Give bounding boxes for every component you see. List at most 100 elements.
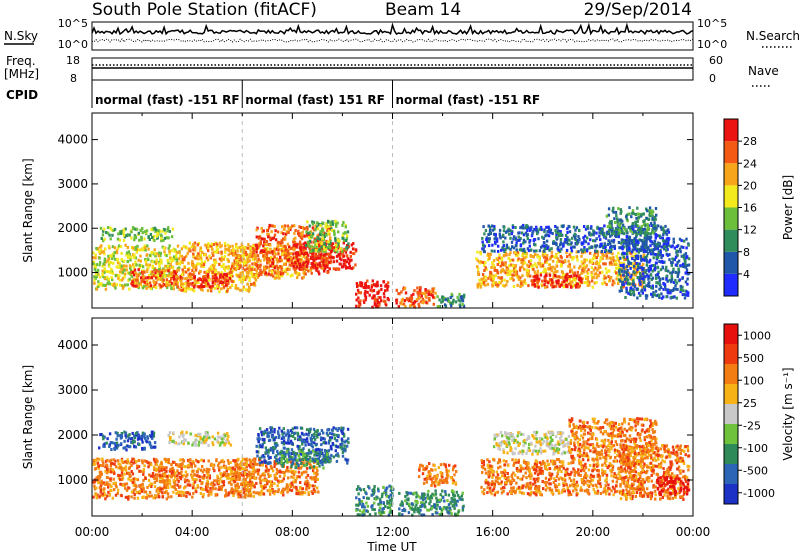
heatmap-cell	[207, 242, 210, 246]
heatmap-cell	[281, 241, 284, 245]
heatmap-cell	[509, 236, 512, 240]
heatmap-cell	[224, 250, 227, 254]
heatmap-cell	[497, 283, 500, 287]
heatmap-cell	[554, 228, 557, 232]
heatmap-cell	[577, 240, 580, 244]
heatmap-cell	[117, 277, 120, 280]
heatmap-cell	[564, 234, 568, 237]
heatmap-cell	[406, 298, 409, 302]
heatmap-cell	[184, 245, 187, 249]
heatmap-cell	[326, 271, 329, 274]
heatmap-cell	[508, 253, 511, 257]
heatmap-cell	[212, 265, 216, 269]
heatmap-cell	[636, 212, 639, 216]
heatmap-cell	[333, 246, 336, 250]
heatmap-cell	[675, 296, 678, 300]
heatmap-cell	[292, 256, 295, 260]
heatmap-cell	[193, 275, 196, 279]
heatmap-cell	[539, 225, 543, 229]
heatmap-cell	[639, 254, 642, 258]
heatmap-cell	[201, 278, 204, 282]
heatmap-cell	[498, 253, 501, 257]
heatmap-cell	[102, 227, 106, 231]
heatmap-cell	[206, 489, 209, 493]
heatmap-cell	[315, 221, 319, 225]
heatmap-cell	[545, 257, 549, 261]
heatmap-cell	[574, 276, 578, 280]
heatmap-cell	[340, 258, 343, 262]
heatmap-cell	[631, 209, 635, 213]
heatmap-cell	[674, 263, 678, 267]
heatmap-cell	[320, 254, 323, 258]
heatmap-cell	[248, 264, 251, 268]
colorbar-swatch	[724, 229, 738, 252]
heatmap-cell	[191, 495, 194, 499]
heatmap-cell	[230, 284, 234, 287]
heatmap-cell	[503, 284, 506, 288]
heatmap-cell	[132, 490, 135, 494]
heatmap-cell	[372, 296, 375, 300]
heatmap-cell	[541, 254, 545, 257]
heatmap-cell	[619, 222, 622, 226]
heatmap-cell	[667, 228, 670, 232]
heatmap-cell	[525, 255, 528, 258]
heatmap-cell	[314, 224, 317, 228]
heatmap-cell	[235, 263, 238, 267]
heatmap-cell	[246, 246, 249, 250]
heatmap-cell	[588, 246, 591, 250]
heatmap-cell	[262, 237, 265, 241]
heatmap-cell	[140, 264, 143, 268]
heatmap-cell	[95, 263, 98, 267]
heatmap-cell	[97, 283, 101, 286]
heatmap-cell	[653, 227, 656, 231]
heatmap-cell	[526, 268, 529, 272]
heatmap-cell	[315, 248, 318, 252]
heatmap-cell	[491, 228, 495, 232]
heatmap-cell	[295, 255, 298, 259]
heatmap-cell	[477, 273, 480, 276]
heatmap-cell	[245, 253, 248, 257]
heatmap-cell	[547, 267, 550, 270]
heatmap-cell	[376, 280, 379, 284]
heatmap-cell	[317, 237, 321, 241]
heatmap-cell	[511, 276, 514, 280]
heatmap-cell	[542, 249, 545, 253]
heatmap-cell	[610, 248, 613, 252]
heatmap-cell	[186, 473, 189, 477]
heatmap-cell	[492, 277, 495, 281]
heatmap-cell	[649, 221, 653, 225]
heatmap-cell	[432, 290, 435, 294]
heatmap-cell	[578, 274, 581, 278]
heatmap-cell	[231, 251, 234, 255]
heatmap-cell	[475, 257, 478, 261]
heatmap-cell	[154, 271, 157, 275]
heatmap-cell	[217, 283, 220, 287]
heatmap-cell	[106, 282, 109, 286]
heatmap-cell	[650, 209, 654, 213]
heatmap-cell	[146, 244, 149, 248]
heatmap-cell	[626, 272, 629, 276]
heatmap-cell	[98, 470, 102, 474]
heatmap-cell	[569, 251, 573, 254]
heatmap-cell	[617, 259, 621, 263]
heatmap-cell	[622, 282, 625, 286]
heatmap-cell	[326, 246, 329, 249]
heatmap-cell	[112, 254, 115, 258]
heatmap-cell	[540, 228, 543, 232]
heatmap-cell	[136, 464, 139, 468]
heatmap-cell	[280, 267, 283, 271]
heatmap-cell	[337, 244, 340, 248]
heatmap-cell	[203, 281, 206, 285]
heatmap-cell	[115, 446, 119, 450]
heatmap-cell	[613, 244, 616, 248]
heatmap-cell	[626, 282, 630, 286]
heatmap-cell	[395, 288, 398, 292]
heatmap-cell	[603, 274, 606, 278]
heatmap-cell	[655, 281, 658, 285]
heatmap-cell	[139, 228, 142, 232]
heatmap-cell	[101, 233, 105, 237]
heatmap-cell	[549, 230, 552, 234]
heatmap-cell	[181, 288, 185, 292]
heatmap-cell	[529, 254, 533, 258]
heatmap-cell	[226, 289, 229, 293]
